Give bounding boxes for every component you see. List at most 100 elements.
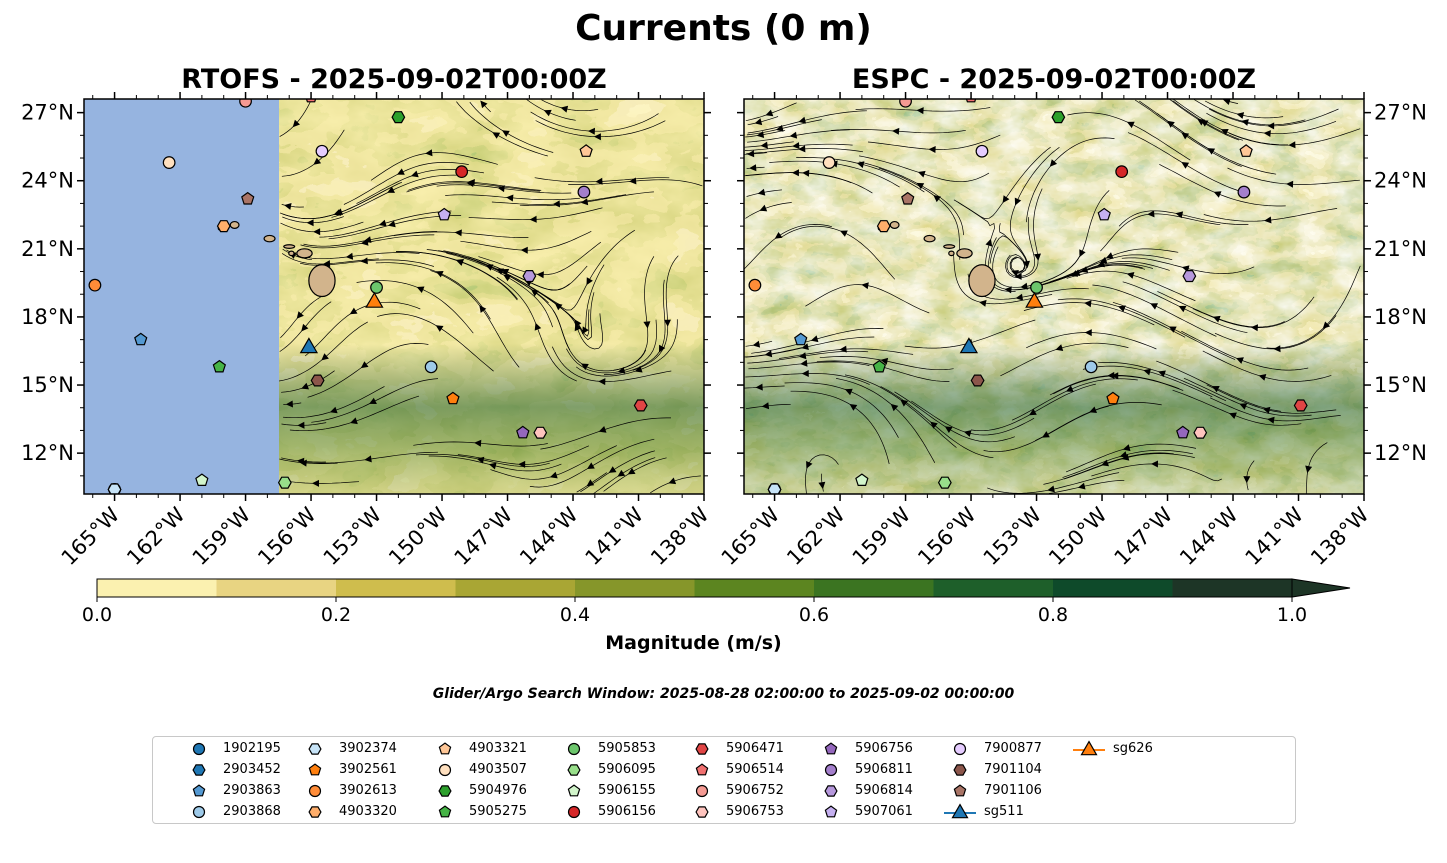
colorbar-outline: [96, 578, 1293, 598]
streamline-arrow: [534, 322, 542, 331]
lat-tick-label: 24°N: [1374, 169, 1427, 193]
streamline-arrow: [1220, 129, 1229, 136]
platform-marker-3902561: [1106, 391, 1120, 405]
streamline-arrow: [416, 286, 425, 293]
streamline-arrow: [890, 403, 899, 412]
lat-tick-label: 18°N: [1374, 305, 1427, 329]
streamline-arrow: [1147, 210, 1155, 218]
streamline-arrow: [1239, 403, 1248, 410]
streamline-arrow: [1263, 130, 1271, 137]
legend-marker-5905853: [567, 742, 581, 756]
streamline-arrow: [1181, 162, 1190, 169]
legend-marker-4903321: [438, 742, 452, 755]
lon-tick-label: 153°W: [319, 502, 387, 570]
colorbar-bin: [97, 579, 217, 597]
streamline-arrow: [930, 421, 938, 429]
streamline-arrow: [917, 170, 926, 178]
streamline-arrow: [1105, 252, 1114, 259]
streamline-arrow: [798, 352, 807, 360]
legend-label: 5907061: [855, 804, 913, 819]
platform-marker-7901106: [901, 191, 915, 205]
platform-marker-5906811: [1237, 185, 1251, 199]
streamline-arrow: [800, 359, 808, 367]
streamline-arrow: [747, 150, 755, 158]
platform-marker-7900877: [975, 144, 989, 158]
platform-marker-5906471: [1293, 399, 1308, 412]
platform-marker-4903321: [1239, 144, 1253, 157]
streamline: [745, 202, 792, 219]
streamline: [279, 458, 338, 464]
legend-label: 7901104: [984, 762, 1042, 777]
streamline-arrow: [333, 209, 342, 216]
colorbar-tick-label: 0.2: [320, 604, 352, 626]
streamline-arrow: [350, 417, 358, 425]
lat-tick-label: 18°N: [21, 305, 74, 329]
streamline: [747, 116, 779, 126]
streamline-arrow: [900, 399, 908, 407]
platform-marker-5906155: [195, 473, 209, 486]
legend-marker-4903320: [308, 806, 322, 818]
rtofs-streamlines: [279, 99, 703, 494]
legend-marker-5906811: [824, 763, 838, 777]
streamline-arrow: [1015, 293, 1024, 301]
streamline-arrow: [1151, 460, 1158, 468]
streamline-arrow: [586, 277, 593, 286]
platform-marker-5906814: [522, 270, 537, 283]
streamline-arrow: [880, 357, 889, 365]
lon-tick-label: 147°W: [450, 502, 518, 570]
streamline-arrow: [285, 400, 293, 408]
streamline-arrow: [1070, 270, 1079, 277]
platform-marker-3902374: [107, 483, 122, 494]
streamline-arrow: [587, 127, 595, 135]
streamline-arrow: [1002, 195, 1010, 203]
streamline-arrow: [1167, 120, 1175, 128]
legend-label: 5906756: [855, 741, 913, 756]
colorbar-bin: [814, 579, 934, 597]
streamline-arrow: [1101, 459, 1109, 467]
streamline-arrow: [617, 469, 626, 477]
platform-marker-5906095: [937, 476, 952, 489]
streamline: [280, 221, 364, 233]
lon-tick-label: 150°W: [1044, 502, 1112, 570]
streamline-arrow: [581, 363, 589, 371]
streamline-arrow: [474, 439, 482, 447]
streamline-arrow: [593, 133, 601, 141]
colorbar-bin: [1053, 579, 1173, 597]
legend-label: 5906814: [855, 783, 913, 798]
legend-label: 7900877: [984, 741, 1042, 756]
platform-marker-5906095: [277, 476, 292, 489]
legend-marker-5906814: [824, 785, 838, 797]
streamline: [748, 361, 870, 370]
streamline-arrow: [435, 271, 444, 278]
streamline-arrow: [369, 397, 377, 404]
legend-marker-sg626: [1080, 740, 1098, 756]
platform-marker-4903507: [162, 156, 176, 169]
platform-marker-5905853: [1030, 281, 1043, 294]
platform-marker-5906752: [239, 99, 252, 108]
streamline-arrow: [801, 370, 809, 377]
streamline-arrow: [1262, 406, 1271, 414]
lon-tick-label: 162°W: [122, 502, 190, 570]
platform-marker-5907061: [437, 207, 451, 221]
streamline-arrow: [755, 383, 763, 391]
colorbar-tick-label: 1.0: [1276, 604, 1308, 626]
map-canvas: 165°W162°W159°W156°W153°W150°W147°W144°W…: [21, 92, 1427, 570]
legend-marker-3902613: [308, 784, 322, 798]
streamline-arrow: [1055, 344, 1064, 351]
colorbar-bin: [336, 579, 456, 597]
streamline-arrow: [757, 188, 766, 196]
legend-label: 4903320: [339, 804, 397, 819]
platform-marker-5905275: [872, 359, 887, 373]
streamline-arrow: [1004, 286, 1012, 294]
platform-marker-sg626: [1025, 291, 1044, 308]
platform-marker-sg626: [365, 291, 384, 308]
streamline-arrow: [810, 335, 819, 343]
streamline-arrow: [861, 282, 869, 290]
streamline-arrow: [388, 220, 396, 228]
legend-label: 3902374: [339, 741, 397, 756]
lat-tick-label: 21°N: [21, 237, 74, 261]
streamline-arrow: [1014, 197, 1022, 206]
legend-label: 3902613: [339, 783, 397, 798]
lat-tick-label: 15°N: [1374, 373, 1427, 397]
streamline-arrow: [1150, 303, 1158, 310]
